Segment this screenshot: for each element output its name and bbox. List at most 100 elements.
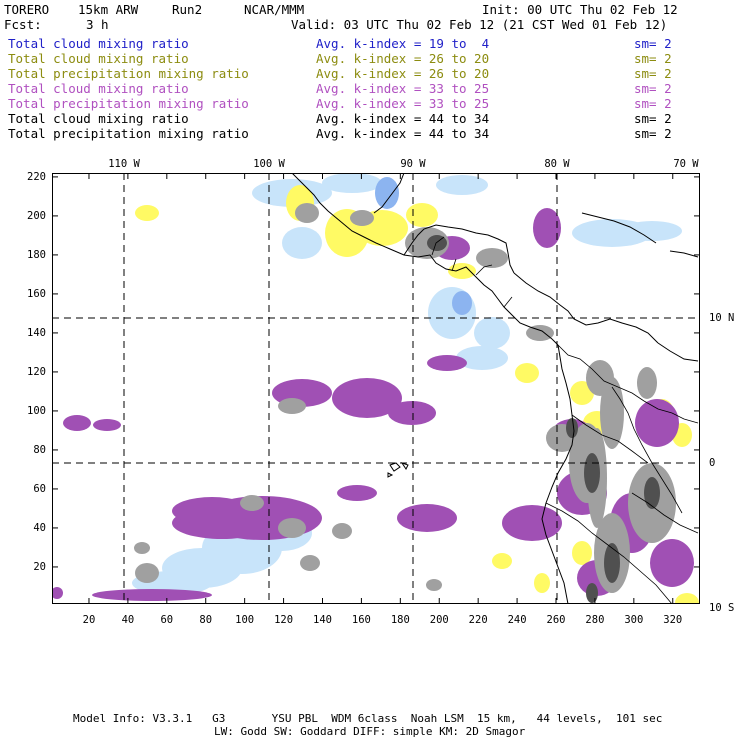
purple-field-area <box>52 587 63 599</box>
yellow-field-area <box>406 203 438 227</box>
x-tick-label: 60 <box>160 614 174 626</box>
y-tick-label: 180 <box>27 248 46 261</box>
blue-field-area <box>474 317 510 349</box>
gray-field-area <box>526 325 554 341</box>
gray-field-area <box>426 579 442 591</box>
yellow-field-area <box>572 541 592 565</box>
valid-time: Valid: 03 UTC Thu 02 Feb 12 (21 CST Wed … <box>291 17 668 32</box>
purple-field-area <box>635 399 679 447</box>
y-tick-label: 80 <box>33 443 46 456</box>
blue-field-area <box>456 346 508 370</box>
coastline-pacific-sa <box>541 344 575 604</box>
y-tick-label: 100 <box>27 404 46 417</box>
legend-field: Total cloud mixing ratio <box>8 81 189 96</box>
y-tick-label: 40 <box>33 521 46 534</box>
model-info: Model Info: V3.3.1 G3 YSU PBL WDM 6class… <box>73 712 663 725</box>
purple-field-area <box>502 505 562 541</box>
coastline-central-america <box>291 173 559 346</box>
map-frame <box>52 173 700 604</box>
gray-field-area <box>278 398 306 414</box>
x-tick-label: 20 <box>82 614 96 626</box>
init-time: Init: 00 UTC Thu 02 Feb 12 <box>482 2 678 17</box>
x-tick-label: 260 <box>546 614 566 626</box>
blue-field-area <box>322 173 382 193</box>
forecast-label: Fcst: <box>4 17 42 32</box>
purple-field-area <box>93 419 121 431</box>
galapagos <box>387 462 409 478</box>
graticule <box>52 173 700 604</box>
gray-field-area <box>600 377 624 449</box>
blue-field-area <box>282 227 322 259</box>
country-borders <box>431 236 699 604</box>
legend-field: Total cloud mixing ratio <box>8 111 189 126</box>
legend-kindex: Avg. k-index = 44 to 34 <box>316 111 490 126</box>
legend-smoothing: sm= 2 <box>634 96 672 111</box>
axis-ticks <box>52 173 700 604</box>
forecast-hour: 3 h <box>86 17 109 32</box>
legend-field: Total precipitation mixing ratio <box>8 66 249 81</box>
x-tick-label: 80 <box>199 614 213 626</box>
x-tick-label: 280 <box>585 614 605 626</box>
coastline-hispaniola <box>669 250 699 258</box>
gray-field-area <box>350 210 374 226</box>
org-label: NCAR/MMM <box>244 2 305 17</box>
purple-field-area <box>388 401 436 425</box>
x-tick-label: 160 <box>351 614 371 626</box>
legend-smoothing: sm= 2 <box>634 66 672 81</box>
run-label: Run2 <box>172 2 203 17</box>
purple-field-area <box>342 390 382 406</box>
coastline-cuba <box>581 212 657 244</box>
y-tick-label: 60 <box>33 482 46 495</box>
blue-field-area <box>436 175 488 195</box>
legend-field: Total precipitation mixing ratio <box>8 96 249 111</box>
gray-field-area <box>476 248 508 268</box>
purple-field-area <box>650 539 694 587</box>
purple-field-area <box>533 208 561 248</box>
gray-field-area <box>295 203 319 223</box>
model-resolution: 15km ARW <box>78 2 139 17</box>
longitude-label: 80 W <box>544 158 570 170</box>
latitude-label: 0 <box>709 457 716 469</box>
cloud-precip-fields <box>52 173 699 604</box>
blue_dark-field-area <box>375 177 399 209</box>
gray-field-area <box>134 542 150 554</box>
yellow-field-area <box>534 573 550 593</box>
x-tick-label: 100 <box>235 614 255 626</box>
legend-smoothing: sm= 2 <box>634 36 672 51</box>
purple-field-area <box>172 497 252 525</box>
y-tick-label: 160 <box>27 287 46 300</box>
legend-smoothing: sm= 2 <box>634 126 672 141</box>
legend-kindex: Avg. k-index = 26 to 20 <box>316 66 490 81</box>
dark-field-area <box>427 235 447 251</box>
purple-field-area <box>92 589 212 601</box>
coastline-caribbean <box>513 272 659 344</box>
blue_dark-field-area <box>452 291 472 315</box>
latitude-label: 10 N <box>709 312 735 324</box>
blue-field-area <box>622 221 682 241</box>
legend-field: Total cloud mixing ratio <box>8 51 189 66</box>
coastline-yucatan <box>403 224 515 274</box>
gray-field-area <box>332 523 352 539</box>
gray-field-area <box>135 563 159 583</box>
x-tick-label: 200 <box>429 614 449 626</box>
gray-field-area <box>300 555 320 571</box>
longitude-label: 100 W <box>253 158 285 170</box>
legend-smoothing: sm= 2 <box>634 51 672 66</box>
gray-field-area <box>240 495 264 511</box>
coastline-mexico-north <box>373 173 405 214</box>
yellow-field-area <box>675 593 699 604</box>
dark-field-area <box>586 583 598 603</box>
latitude-label: 10 S <box>709 602 735 614</box>
legend-kindex: Avg. k-index = 33 to 25 <box>316 81 490 96</box>
legend-kindex: Avg. k-index = 33 to 25 <box>316 96 490 111</box>
longitude-label: 110 W <box>108 158 140 170</box>
y-tick-label: 20 <box>33 560 46 573</box>
gray-field-area <box>278 518 306 538</box>
model-name: TORERO <box>4 2 50 17</box>
legend-field: Total precipitation mixing ratio <box>8 126 249 141</box>
yellow-field-area <box>135 205 159 221</box>
gray-field-area <box>637 367 657 399</box>
longitude-label: 90 W <box>400 158 426 170</box>
legend-kindex: Avg. k-index = 44 to 34 <box>316 126 490 141</box>
purple-field-area <box>63 415 91 431</box>
